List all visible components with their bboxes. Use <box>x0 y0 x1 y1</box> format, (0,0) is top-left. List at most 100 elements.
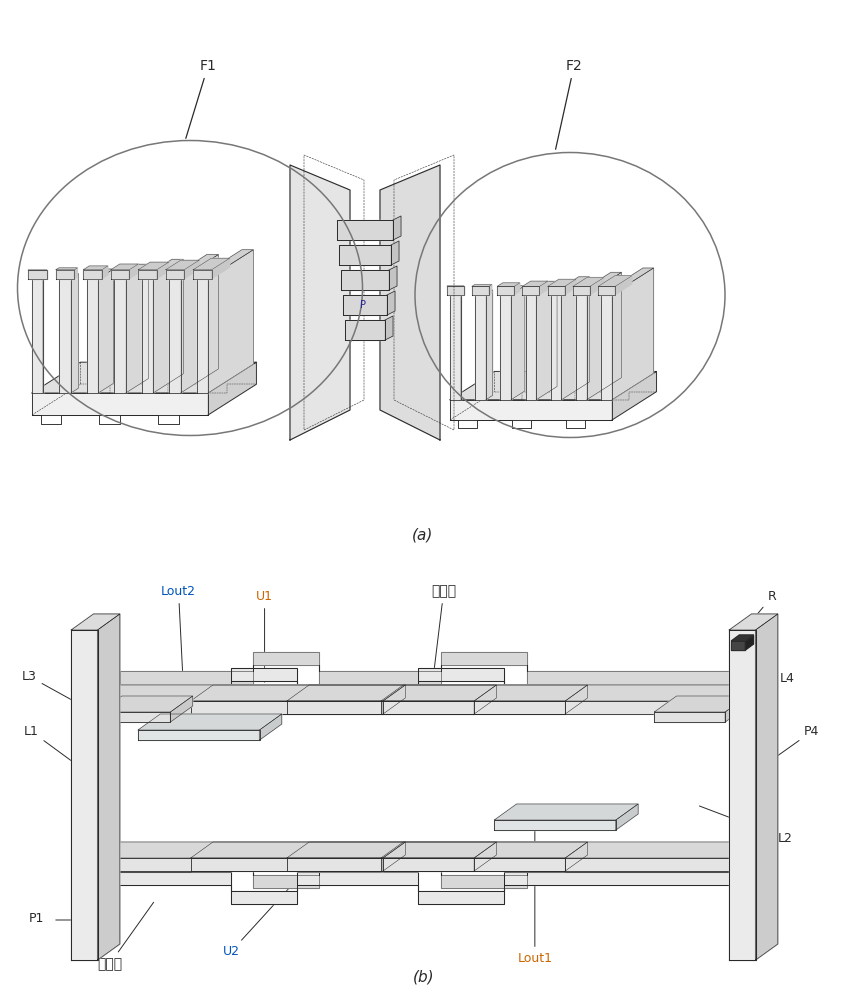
Text: R: R <box>739 590 777 636</box>
Polygon shape <box>97 701 383 714</box>
Polygon shape <box>540 281 548 295</box>
Polygon shape <box>472 286 489 295</box>
Polygon shape <box>497 283 520 286</box>
Polygon shape <box>191 685 496 701</box>
Polygon shape <box>71 614 119 630</box>
Polygon shape <box>141 279 153 393</box>
Polygon shape <box>450 371 656 400</box>
Text: 接地端: 接地端 <box>97 902 153 971</box>
Polygon shape <box>169 279 180 393</box>
Polygon shape <box>615 276 632 295</box>
Polygon shape <box>654 696 747 712</box>
Polygon shape <box>562 277 590 400</box>
Polygon shape <box>446 286 464 295</box>
Polygon shape <box>212 258 230 279</box>
Polygon shape <box>731 635 754 641</box>
Polygon shape <box>551 277 590 295</box>
Polygon shape <box>56 268 77 270</box>
Polygon shape <box>287 685 588 701</box>
Polygon shape <box>565 685 588 714</box>
Polygon shape <box>393 216 401 240</box>
Polygon shape <box>598 286 615 295</box>
Polygon shape <box>290 165 350 440</box>
Polygon shape <box>343 295 387 315</box>
Polygon shape <box>536 281 557 400</box>
Polygon shape <box>497 286 514 295</box>
Polygon shape <box>729 630 756 960</box>
Polygon shape <box>97 614 119 960</box>
Polygon shape <box>339 245 391 265</box>
Polygon shape <box>576 272 622 295</box>
Polygon shape <box>601 295 612 400</box>
Polygon shape <box>381 701 734 714</box>
Polygon shape <box>587 272 622 400</box>
Polygon shape <box>501 286 525 295</box>
Polygon shape <box>576 295 587 400</box>
Polygon shape <box>389 266 397 290</box>
Text: F2: F2 <box>556 59 583 149</box>
Text: P4: P4 <box>760 725 820 768</box>
Polygon shape <box>100 712 170 722</box>
Polygon shape <box>474 842 496 871</box>
Polygon shape <box>32 362 257 393</box>
Polygon shape <box>381 685 756 701</box>
Polygon shape <box>56 270 75 279</box>
Polygon shape <box>208 250 253 393</box>
Polygon shape <box>166 270 184 279</box>
Polygon shape <box>153 259 183 393</box>
Text: P: P <box>360 300 366 310</box>
Polygon shape <box>97 685 405 701</box>
Polygon shape <box>114 264 148 279</box>
Polygon shape <box>170 696 193 722</box>
Polygon shape <box>601 268 654 295</box>
Polygon shape <box>287 858 565 871</box>
Polygon shape <box>495 804 638 820</box>
Polygon shape <box>729 614 778 630</box>
Polygon shape <box>29 270 47 279</box>
Polygon shape <box>523 281 548 286</box>
Polygon shape <box>573 286 590 295</box>
Polygon shape <box>345 320 385 340</box>
Polygon shape <box>474 685 496 714</box>
Polygon shape <box>87 279 98 393</box>
Polygon shape <box>341 270 389 290</box>
Text: (b): (b) <box>412 970 435 985</box>
Text: F1: F1 <box>185 59 217 138</box>
Polygon shape <box>383 842 405 871</box>
Polygon shape <box>59 279 71 393</box>
Polygon shape <box>191 842 496 858</box>
Text: U2: U2 <box>223 887 290 958</box>
Polygon shape <box>87 269 113 279</box>
Polygon shape <box>83 270 102 279</box>
Polygon shape <box>612 371 656 420</box>
Polygon shape <box>71 614 119 630</box>
Polygon shape <box>548 279 576 286</box>
Polygon shape <box>573 278 604 286</box>
Polygon shape <box>71 630 97 960</box>
Polygon shape <box>138 730 259 740</box>
Polygon shape <box>197 279 208 393</box>
Polygon shape <box>71 630 97 960</box>
Polygon shape <box>381 858 734 871</box>
Text: Lout1: Lout1 <box>518 828 552 965</box>
Polygon shape <box>391 241 399 265</box>
Polygon shape <box>729 630 756 960</box>
Polygon shape <box>501 295 511 400</box>
Polygon shape <box>387 291 395 315</box>
Polygon shape <box>734 685 756 714</box>
Polygon shape <box>598 276 632 286</box>
Polygon shape <box>489 285 492 295</box>
Polygon shape <box>612 268 654 400</box>
Polygon shape <box>287 842 588 858</box>
Polygon shape <box>734 671 756 700</box>
Polygon shape <box>523 286 540 295</box>
Polygon shape <box>731 641 745 650</box>
Polygon shape <box>180 255 219 393</box>
Text: U1: U1 <box>256 590 273 682</box>
Polygon shape <box>130 264 138 279</box>
Polygon shape <box>98 269 113 393</box>
Polygon shape <box>450 400 612 420</box>
Polygon shape <box>97 842 405 858</box>
Polygon shape <box>125 264 148 393</box>
Text: L1: L1 <box>24 725 96 778</box>
